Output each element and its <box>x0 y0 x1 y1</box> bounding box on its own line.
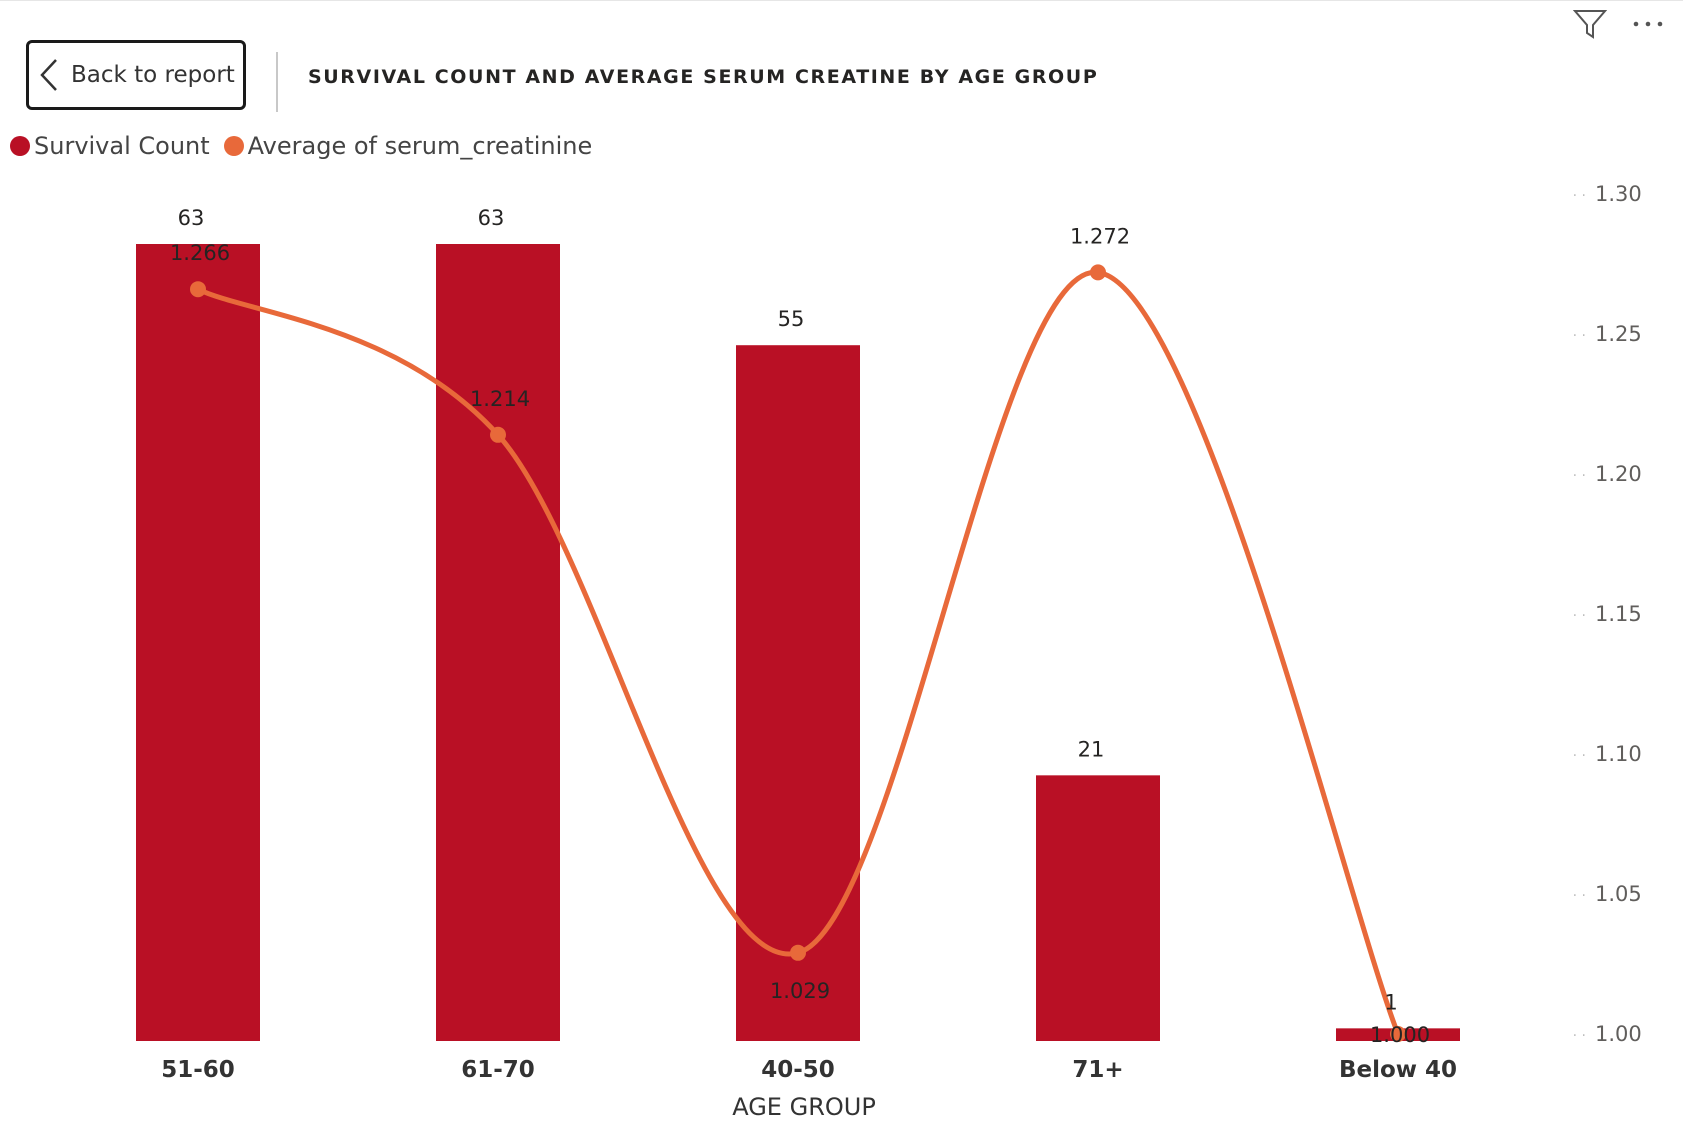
x-tick-label: 51-60 <box>161 1057 235 1083</box>
line-point-61-70[interactable] <box>490 426 506 443</box>
y2-gridline-dots: · · <box>1573 468 1586 484</box>
x-tick-label: 61-70 <box>461 1057 535 1083</box>
y2-gridline-dots: · · <box>1573 608 1586 624</box>
line-data-label: 1.272 <box>1070 224 1130 248</box>
line-data-label: 1.214 <box>470 387 530 411</box>
bar-51-60[interactable] <box>136 244 260 1041</box>
series-line-avg-serum-creatinine[interactable] <box>195 269 1401 1037</box>
filter-icon[interactable] <box>1573 8 1607 40</box>
bar-data-label: 1 <box>1384 990 1397 1014</box>
legend-item-survival-count[interactable]: Survival Count <box>10 132 210 160</box>
y2-tick-label: 1.10 <box>1595 742 1642 766</box>
bar-data-label: 55 <box>778 307 805 331</box>
bar-data-label: 63 <box>178 206 205 230</box>
chart-legend: Survival Count Average of serum_creatini… <box>10 132 606 160</box>
line-data-label: 1.000 <box>1370 1023 1430 1047</box>
y2-tick-label: 1.25 <box>1595 322 1642 346</box>
y2-gridline-dots: · · <box>1573 888 1586 904</box>
back-button-label: Back to report <box>71 62 235 88</box>
line-point-40-50[interactable] <box>790 944 806 961</box>
line-point-51-60[interactable] <box>190 281 206 298</box>
bar-data-label: 21 <box>1078 737 1105 761</box>
legend-marker-line <box>223 136 244 156</box>
back-to-report-button[interactable]: Back to report <box>26 40 246 110</box>
chart-title: SURVIVAL COUNT AND AVERAGE SERUM CREATIN… <box>308 66 1099 88</box>
y2-gridline-dots: · · <box>1573 188 1586 204</box>
line-data-label: 1.029 <box>770 979 830 1003</box>
chevron-left-icon <box>40 59 57 91</box>
x-tick-label: Below 40 <box>1339 1057 1457 1083</box>
bar-40-50[interactable] <box>736 345 860 1041</box>
more-options-icon[interactable] <box>1631 17 1665 31</box>
legend-label-survival-count: Survival Count <box>34 132 210 160</box>
header-divider <box>276 52 278 112</box>
x-tick-label: 40-50 <box>761 1057 835 1083</box>
y2-tick-label: 1.05 <box>1595 882 1642 906</box>
y2-tick-label: 1.00 <box>1595 1022 1642 1046</box>
y2-gridline-dots: · · <box>1573 1028 1586 1044</box>
visual-toolbar <box>1573 8 1665 40</box>
bar-61-70[interactable] <box>436 244 560 1041</box>
y2-tick-label: 1.30 <box>1595 182 1642 206</box>
y2-gridline-dots: · · <box>1573 748 1586 764</box>
top-border <box>0 0 1683 1</box>
bar-data-label: 63 <box>478 206 505 230</box>
legend-label-avg-serum-creatinine: Average of serum_creatinine <box>247 132 593 160</box>
y2-tick-label: 1.15 <box>1595 602 1642 626</box>
y2-gridline-dots: · · <box>1573 328 1586 344</box>
line-data-label: 1.266 <box>170 241 230 265</box>
bar-71+[interactable] <box>1036 775 1160 1041</box>
y2-tick-label: 1.20 <box>1595 462 1642 486</box>
legend-marker-bar <box>10 136 30 156</box>
line-point-71+[interactable] <box>1090 264 1106 281</box>
line-point-below-40[interactable] <box>1390 1026 1406 1042</box>
legend-item-avg-serum-creatinine[interactable]: Average of serum_creatinine <box>223 132 593 160</box>
x-tick-label: 71+ <box>1072 1057 1123 1083</box>
x-axis-title: AGE GROUP <box>732 1093 876 1121</box>
